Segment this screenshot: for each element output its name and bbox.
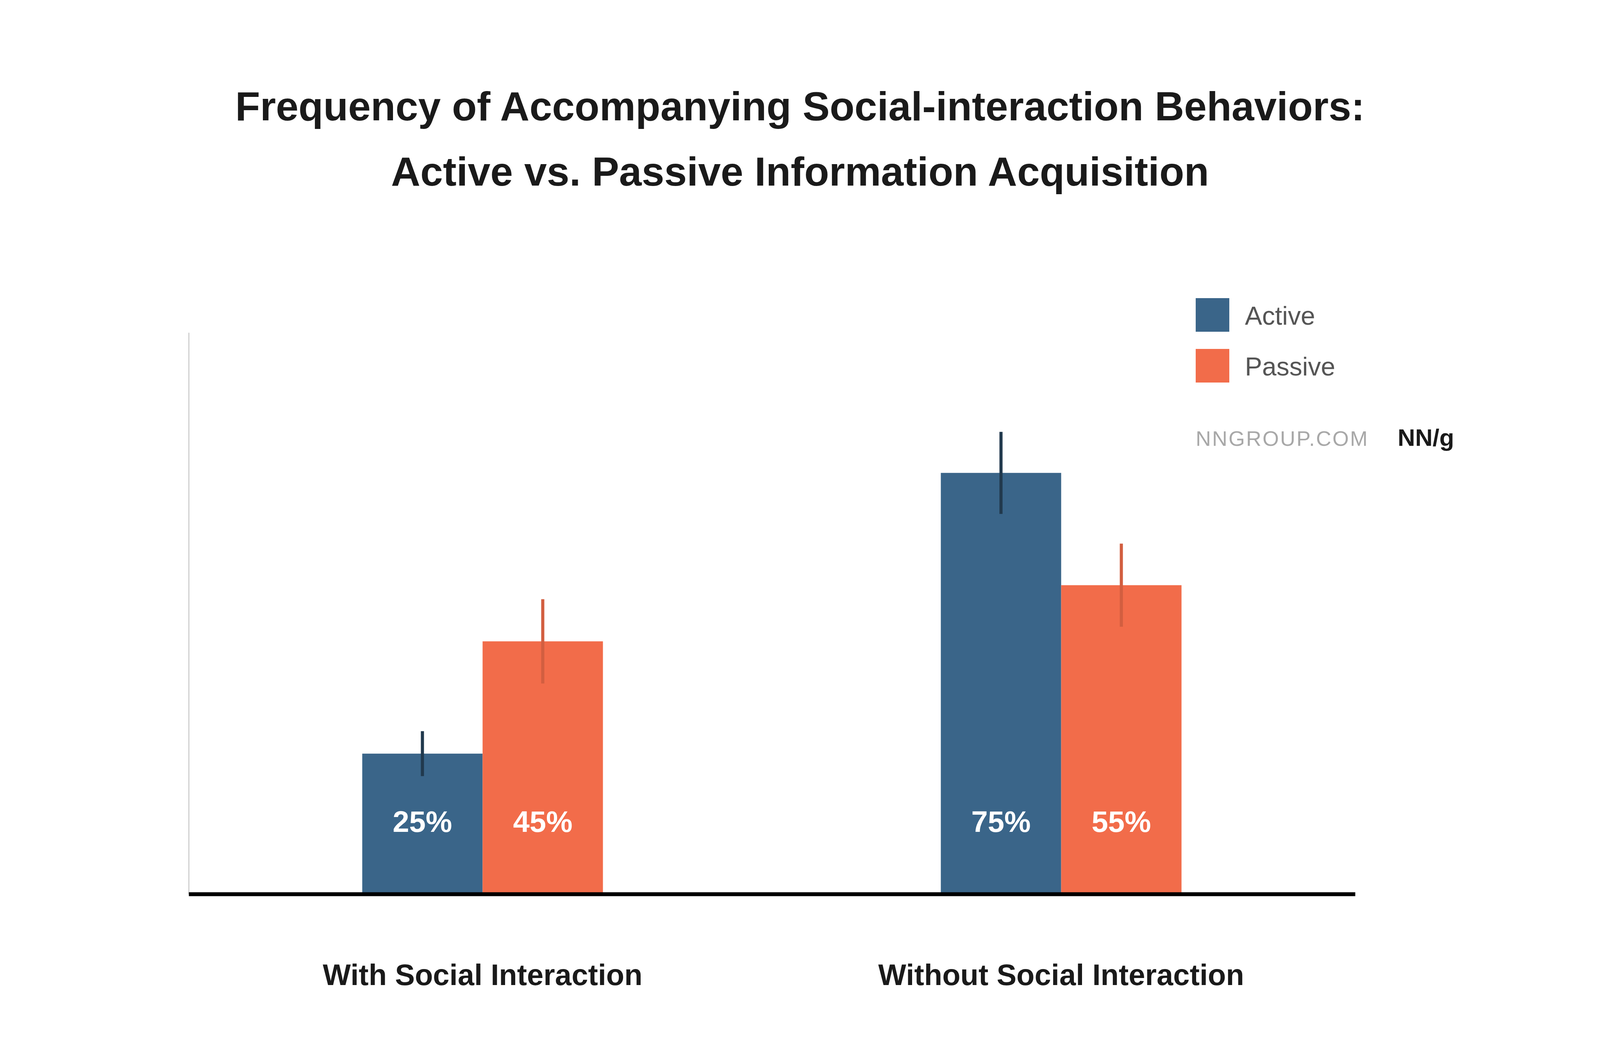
series-0 bbox=[362, 431, 1061, 894]
x-axis-line bbox=[189, 892, 1356, 897]
title: Frequency of Accompanying Social-interac… bbox=[235, 83, 1365, 195]
x-tick-label: With Social Interaction bbox=[322, 957, 643, 992]
bar bbox=[1061, 585, 1182, 894]
y-axis-line bbox=[188, 332, 190, 895]
data-label: 25% bbox=[392, 804, 452, 838]
data-label: 75% bbox=[971, 804, 1031, 838]
error-bar bbox=[999, 431, 1003, 514]
legend-label: Active bbox=[1244, 301, 1316, 331]
error-bar bbox=[1119, 543, 1124, 627]
title-line: Active vs. Passive Information Acquisiti… bbox=[391, 148, 1209, 195]
bar bbox=[940, 472, 1061, 894]
x-tick-label: Without Social Interaction bbox=[878, 957, 1245, 992]
error-bar bbox=[541, 599, 545, 684]
error-bar bbox=[420, 730, 424, 776]
legend-label: Passive bbox=[1244, 351, 1336, 381]
x-axis: With Social Interaction Without Social In… bbox=[189, 893, 1356, 992]
data-label: 55% bbox=[1091, 804, 1152, 838]
legend-swatch bbox=[1195, 348, 1230, 383]
x-tick: Without Social Interaction bbox=[878, 893, 1245, 992]
data-labels: 25% 75% 45% 55% bbox=[392, 804, 1151, 838]
legend-swatch bbox=[1195, 298, 1230, 332]
legend: Active Passive bbox=[1195, 298, 1336, 383]
plot-area bbox=[362, 431, 1182, 894]
x-tick: With Social Interaction bbox=[322, 893, 643, 992]
title-line: Frequency of Accompanying Social-interac… bbox=[235, 83, 1365, 129]
y-axis bbox=[188, 332, 190, 895]
logo: NN/g bbox=[1397, 423, 1455, 451]
source-url: NNGROUP.COM bbox=[1195, 426, 1369, 450]
series-1 bbox=[482, 543, 1182, 894]
data-label: 45% bbox=[512, 804, 573, 838]
chart: Frequency of Accompanying Social-interac… bbox=[0, 0, 1600, 1046]
